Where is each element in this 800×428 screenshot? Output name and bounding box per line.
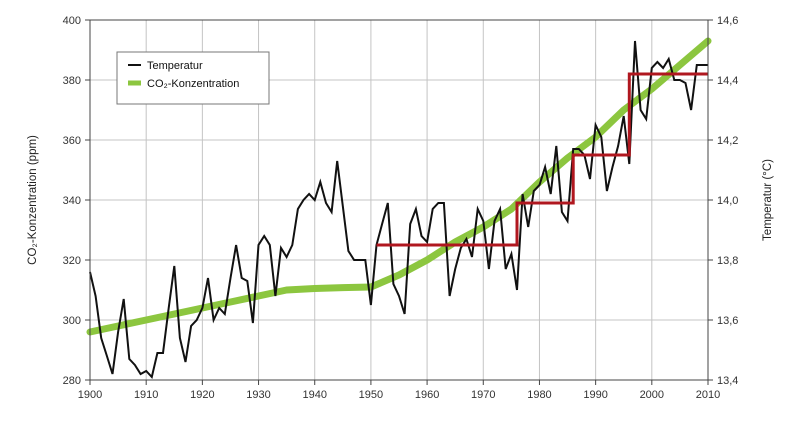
y-left-tick-label: 280 bbox=[63, 375, 81, 387]
y-right-tick-label: 13,4 bbox=[717, 375, 738, 387]
series-lines bbox=[86, 37, 712, 380]
y-left-tick-label: 320 bbox=[63, 255, 81, 267]
x-tick-label: 1900 bbox=[78, 389, 102, 401]
x-tick-label: 1940 bbox=[302, 389, 326, 401]
y-right-tick-label: 14,0 bbox=[717, 195, 738, 207]
co2-series-line bbox=[86, 37, 712, 336]
y-right-tick-label: 13,8 bbox=[717, 255, 738, 267]
x-tick-label: 1930 bbox=[246, 389, 270, 401]
x-tick-label: 1950 bbox=[359, 389, 383, 401]
x-tick-label: 1920 bbox=[190, 389, 214, 401]
x-tick-label: 1960 bbox=[415, 389, 439, 401]
axes: 1900 1910 1920 1930 1940 1950 1960 1970 1980 1990… bbox=[27, 15, 774, 401]
y-left-tick-label: 300 bbox=[63, 315, 81, 327]
decadal-mean-step-line bbox=[376, 72, 708, 247]
y-left-tick-label: 380 bbox=[63, 75, 81, 87]
legend: Temperatur CO₂-Konzentration bbox=[116, 51, 270, 105]
temperature-series-line bbox=[89, 40, 708, 380]
y-right-tick-label: 14,6 bbox=[717, 15, 738, 27]
x-tick-label: 1990 bbox=[583, 389, 607, 401]
legend-box bbox=[116, 51, 270, 105]
x-tick-label: 2010 bbox=[696, 389, 720, 401]
y-right-tick-label: 14,2 bbox=[717, 135, 738, 147]
x-tick-label: 1910 bbox=[134, 389, 158, 401]
legend-label: CO₂-Konzentration bbox=[147, 78, 239, 90]
y-left-tick-label: 400 bbox=[63, 15, 81, 27]
legend-label: Temperatur bbox=[147, 60, 203, 72]
y-right-tick-label: 14,4 bbox=[717, 75, 738, 87]
x-tick-label: 1980 bbox=[527, 389, 551, 401]
y-right-tick-label: 13,6 bbox=[717, 315, 738, 327]
y-left-tick-label: 360 bbox=[63, 135, 81, 147]
y-left-axis-title: CO₂-Konzentration (ppm) bbox=[27, 135, 39, 265]
x-tick-label: 1970 bbox=[471, 389, 495, 401]
y-left-tick-label: 340 bbox=[63, 195, 81, 207]
y-right-axis-title: Temperatur (°C) bbox=[762, 159, 774, 241]
x-tick-label: 2000 bbox=[640, 389, 664, 401]
